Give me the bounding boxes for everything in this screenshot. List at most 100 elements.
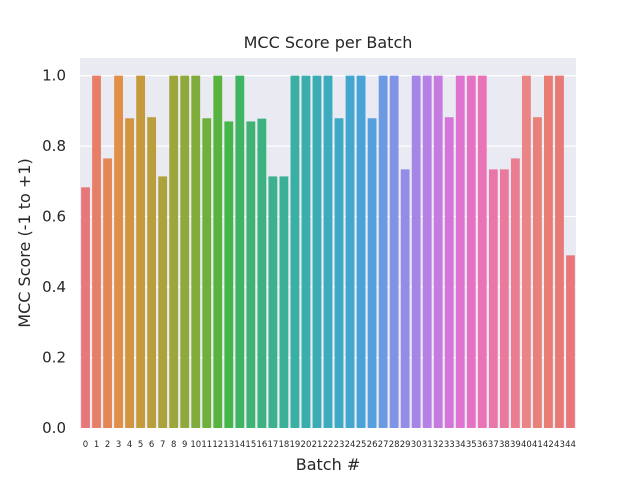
bar-batch-12	[213, 75, 223, 428]
bar-batch-43	[555, 75, 564, 428]
x-tick-label: 7	[160, 440, 165, 450]
x-tick-label: 2	[105, 440, 110, 450]
x-tick-label: 16	[256, 440, 267, 450]
x-tick-label: 12	[212, 440, 223, 450]
bar-batch-9	[180, 75, 190, 428]
bar-batch-7	[158, 176, 168, 428]
bar-batch-39	[510, 158, 520, 428]
bar-batch-18	[279, 176, 289, 428]
bar-batch-41	[533, 117, 542, 428]
bar-batch-10	[191, 75, 201, 428]
bar-batch-37	[488, 169, 498, 428]
x-tick-label: 14	[234, 440, 245, 450]
x-tick-label: 23	[334, 440, 345, 450]
x-tick-label: 26	[367, 440, 378, 450]
x-tick-label: 18	[278, 440, 289, 450]
bar-batch-2	[103, 158, 112, 428]
x-tick-label: 6	[149, 440, 154, 450]
x-tick-label: 44	[565, 440, 576, 450]
x-tick-label: 3	[116, 440, 121, 450]
bar-batch-19	[290, 75, 300, 428]
bar-batch-1	[92, 75, 101, 428]
bar-batch-6	[147, 117, 157, 428]
x-tick-label: 15	[245, 440, 256, 450]
bar-batch-33	[444, 117, 454, 428]
x-tick-label: 27	[378, 440, 389, 450]
bar-batch-36	[477, 75, 487, 428]
bar-batch-42	[544, 75, 553, 428]
bar-batch-22	[323, 75, 333, 428]
y-tick-label: 0.8	[42, 137, 66, 155]
bar-batch-5	[136, 75, 146, 428]
y-axis-title: MCC Score (-1 to +1)	[15, 158, 34, 327]
x-axis-title: Batch #	[296, 455, 360, 474]
x-tick-label: 28	[389, 440, 400, 450]
bar-batch-17	[268, 176, 278, 428]
bar-batch-44	[566, 255, 575, 428]
x-tick-label: 1	[94, 440, 99, 450]
bar-batch-15	[246, 121, 256, 428]
bar-batch-40	[521, 75, 531, 428]
x-tick-label: 4	[127, 440, 132, 450]
x-tick-label: 25	[356, 440, 367, 450]
bar-batch-32	[433, 75, 443, 428]
x-tick-label: 20	[301, 440, 312, 450]
bar-batch-29	[400, 169, 410, 428]
bar-batch-25	[356, 75, 366, 428]
bars-group	[81, 75, 575, 428]
bar-batch-21	[312, 75, 322, 428]
bar-batch-31	[422, 75, 432, 428]
y-tick-label: 0.6	[42, 208, 66, 226]
x-tick-label: 38	[499, 440, 510, 450]
x-tick-label: 35	[466, 440, 477, 450]
x-tick-label: 42	[543, 440, 554, 450]
bar-batch-13	[224, 121, 234, 428]
bar-batch-34	[455, 75, 465, 428]
x-tick-label: 24	[345, 440, 356, 450]
x-tick-label: 11	[201, 440, 212, 450]
x-tick-label: 39	[510, 440, 521, 450]
x-tick-labels: 0 1 2 3 4 5 6 7 8 9 10 11 12 13 14 15 16 17 18 19 20 21 22 23 24…	[83, 440, 576, 450]
bar-batch-16	[257, 118, 267, 428]
y-tick-label: 0.0	[42, 419, 66, 437]
x-tick-label: 8	[171, 440, 176, 450]
x-tick-label: 43	[554, 440, 565, 450]
bar-batch-20	[301, 75, 311, 428]
y-tick-label: 1.0	[42, 67, 66, 85]
x-tick-label: 36	[477, 440, 488, 450]
x-tick-label: 22	[323, 440, 334, 450]
bar-batch-38	[499, 169, 509, 428]
x-tick-label: 21	[312, 440, 323, 450]
bar-batch-26	[367, 118, 377, 428]
bar-batch-27	[378, 75, 388, 428]
x-tick-label: 32	[433, 440, 444, 450]
x-tick-label: 31	[422, 440, 433, 450]
y-tick-label: 0.2	[42, 349, 66, 367]
x-tick-label: 40	[521, 440, 532, 450]
x-tick-label: 17	[267, 440, 278, 450]
bar-batch-14	[235, 75, 245, 428]
x-tick-label: 37	[488, 440, 499, 450]
x-tick-label: 13	[223, 440, 234, 450]
x-tick-label: 19	[290, 440, 301, 450]
bar-batch-28	[389, 75, 399, 428]
x-tick-label: 5	[138, 440, 143, 450]
bar-batch-4	[125, 118, 135, 428]
x-tick-label: 29	[400, 440, 411, 450]
bar-batch-24	[345, 75, 355, 428]
x-tick-label: 33	[444, 440, 455, 450]
x-tick-label: 34	[455, 440, 466, 450]
y-tick-label: 0.4	[42, 278, 66, 296]
x-tick-label: 0	[83, 440, 88, 450]
bar-batch-30	[411, 75, 421, 428]
chart-title: MCC Score per Batch	[244, 33, 413, 52]
x-tick-label: 10	[190, 440, 201, 450]
y-tick-labels: 0.0 0.2 0.4 0.6 0.8 1.0	[42, 67, 66, 437]
bar-batch-0	[81, 187, 90, 428]
x-tick-label: 9	[182, 440, 187, 450]
bar-batch-11	[202, 118, 212, 428]
bar-batch-8	[169, 75, 179, 428]
x-tick-label: 41	[532, 440, 543, 450]
x-tick-label: 30	[411, 440, 422, 450]
